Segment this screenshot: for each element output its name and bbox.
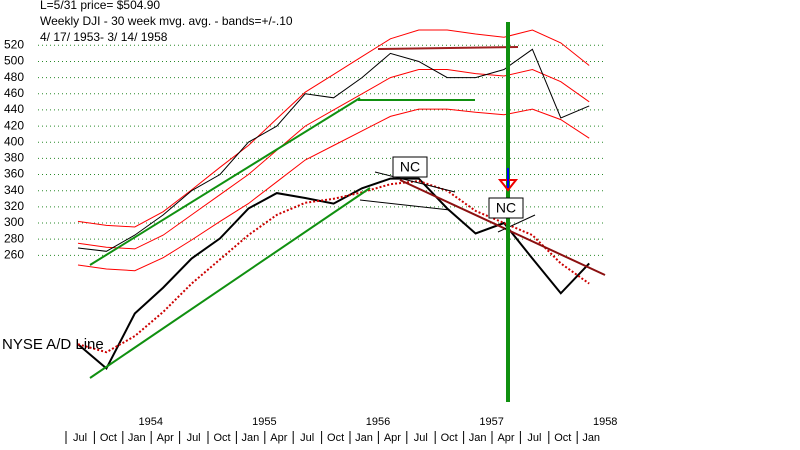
y-tick-label: 480	[4, 70, 24, 84]
title-line: L=5/31 price= $504.90	[40, 0, 160, 12]
trend-lines	[89, 22, 606, 402]
series-line	[77, 177, 590, 370]
trend-line	[377, 46, 519, 50]
series-line	[77, 29, 590, 228]
y-tick-label: 360	[4, 167, 24, 181]
series-line	[77, 48, 590, 252]
trend-line	[497, 214, 536, 233]
title-line: Weekly DJI - 30 week mvg. avg. - bands=+…	[40, 14, 293, 28]
x-tick-label: Apr	[497, 432, 514, 444]
x-tick-label: Apr	[270, 432, 287, 444]
year-label: 1956	[366, 416, 390, 428]
x-tick-label: Jul	[414, 432, 428, 444]
x-tick-label: Apr	[157, 432, 174, 444]
y-tick-label: 280	[4, 231, 24, 245]
series-line	[77, 108, 590, 272]
x-tick-label: Jan	[242, 432, 260, 444]
x-tick-label: Jul	[73, 432, 87, 444]
trend-line	[399, 179, 606, 276]
x-tick-label: Oct	[100, 432, 117, 444]
trend-line	[374, 171, 456, 193]
annotation: NC	[496, 200, 516, 216]
y-tick-label: 520	[4, 37, 24, 51]
y-tick-label: 340	[4, 183, 24, 197]
y-tick-label: 320	[4, 199, 24, 213]
trend-line	[359, 199, 451, 211]
x-tick-label: Oct	[213, 432, 230, 444]
y-tick-label: 380	[4, 151, 24, 165]
year-label: 1957	[479, 416, 503, 428]
x-tick-label: Jul	[187, 432, 201, 444]
x-tick-label: Jul	[527, 432, 541, 444]
x-tick-label: Apr	[384, 432, 401, 444]
plot: 260 280 300 320 340 360 380 400 420 440 460 480 500 5…	[4, 29, 617, 444]
y-tick-label: 420	[4, 118, 24, 132]
y-tick-label: 460	[4, 86, 24, 100]
y-tick-label: 500	[4, 54, 24, 68]
x-tick-label: Jan	[128, 432, 146, 444]
title-line: 4/ 17/ 1953- 3/ 14/ 1958	[40, 30, 168, 44]
y-tick-label: 260	[4, 247, 24, 261]
trend-line	[89, 97, 361, 266]
nc-box	[488, 197, 524, 219]
x-tick-label: Jul	[300, 432, 314, 444]
series-line	[77, 68, 590, 250]
year-label: 1958	[593, 416, 617, 428]
x-tick-label: Oct	[554, 432, 571, 444]
x-tick-label: Oct	[327, 432, 344, 444]
y-tick-label: 440	[4, 102, 24, 116]
x-tick-label: Oct	[441, 432, 458, 444]
y-tick-label: 300	[4, 215, 24, 229]
x-tick-label: Jan	[582, 432, 600, 444]
x-tick-label: Jan	[355, 432, 373, 444]
annotation: NYSE A/D Line	[2, 336, 104, 353]
y-tick-label: 400	[4, 134, 24, 148]
series-line	[77, 179, 590, 354]
x-tick-label: Jan	[469, 432, 487, 444]
trend-line	[89, 187, 371, 379]
annotation: NC	[400, 159, 420, 175]
year-label: 1954	[139, 416, 163, 428]
nc-box	[392, 156, 428, 178]
year-label: 1955	[252, 416, 276, 428]
